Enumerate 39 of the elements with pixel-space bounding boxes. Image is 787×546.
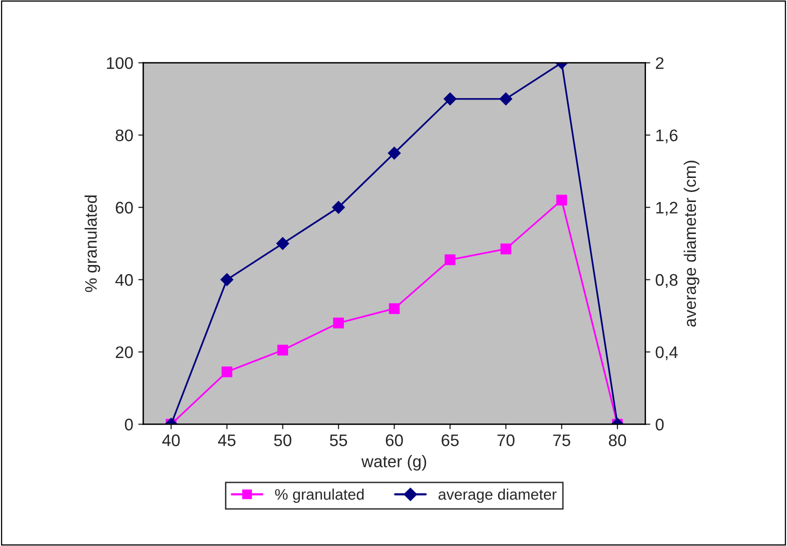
y2-tick-label: 1,6 <box>656 129 678 144</box>
point <box>444 254 456 266</box>
point <box>333 318 344 328</box>
y2-axis-title: average diameter (cm) <box>684 160 700 327</box>
y-axis-title: % granulated <box>84 195 100 292</box>
x-tick-label: 80 <box>608 434 626 446</box>
y2-tick-label: 0 <box>656 418 664 430</box>
x-tick-label: 75 <box>553 434 570 446</box>
y-tick-label: 0 <box>124 418 133 430</box>
point <box>222 366 232 378</box>
x-tick-label: 70 <box>497 434 514 446</box>
x-tick-label: 40 <box>162 434 180 446</box>
point <box>220 273 234 286</box>
point <box>556 194 568 206</box>
x-tick-label: 45 <box>218 434 236 446</box>
point <box>388 146 401 160</box>
x-tick-label: 55 <box>330 434 348 446</box>
x-tick-label: 50 <box>274 434 292 446</box>
y2-tick-label: 0,8 <box>656 274 678 288</box>
y-tick-label: 20 <box>116 346 133 358</box>
point <box>499 92 512 106</box>
point <box>277 344 288 356</box>
point <box>276 237 290 250</box>
y-tick-label: 100 <box>106 57 133 69</box>
y-tick-label: 80 <box>116 129 133 142</box>
y2-tick-label: 2 <box>656 57 664 69</box>
point <box>444 92 456 106</box>
point <box>388 303 400 314</box>
y-tick-label: 40 <box>115 274 133 286</box>
legend-label: % granulated <box>275 488 364 503</box>
x-axis-title: water (g) <box>361 455 426 471</box>
legend-label: average diameter <box>438 488 557 503</box>
y2-tick-label: 1,2 <box>656 202 678 216</box>
y-tick-label: 60 <box>116 202 133 214</box>
y2-tick-label: 0,4 <box>656 346 678 360</box>
point <box>500 244 512 254</box>
x-tick-label: 65 <box>442 434 459 446</box>
point <box>332 200 345 214</box>
x-tick-label: 60 <box>386 434 403 446</box>
